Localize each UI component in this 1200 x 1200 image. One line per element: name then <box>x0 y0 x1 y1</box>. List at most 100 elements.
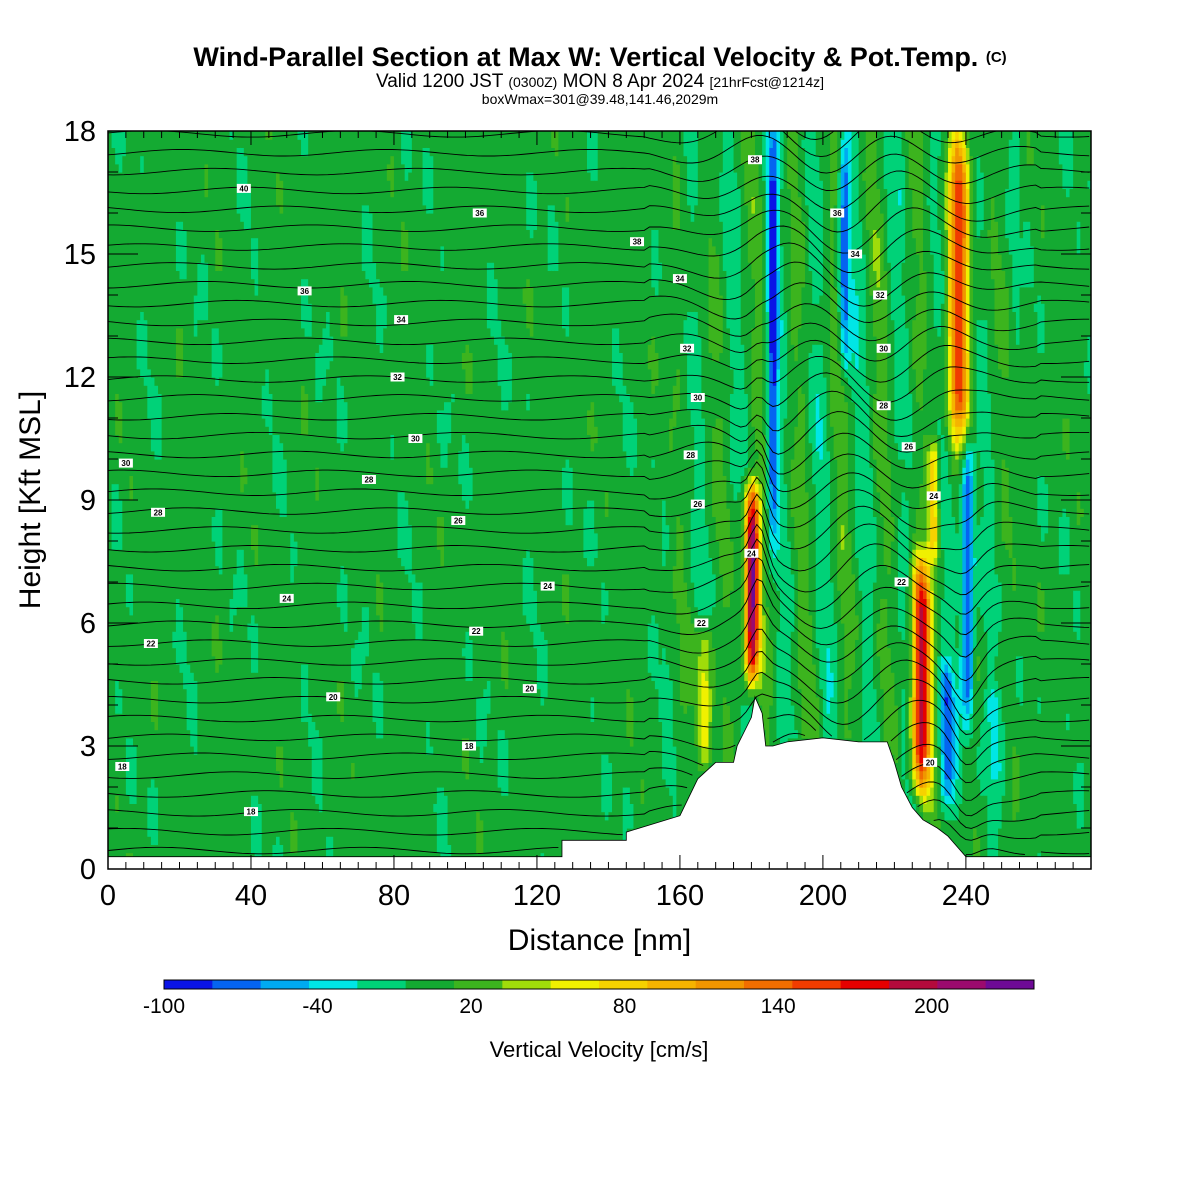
colorbar-swatch <box>502 980 552 989</box>
theta-contour-label: 24 <box>279 593 294 603</box>
theta-contour-label: 30 <box>690 393 705 403</box>
theta-contour-label-text: 32 <box>683 344 692 353</box>
theta-contour-label-text: 18 <box>247 808 256 817</box>
theta-contour-label-text: 24 <box>929 492 938 501</box>
colorbar-swatch <box>937 980 987 989</box>
x-tick-label: 160 <box>656 880 704 912</box>
theta-contour-label: 24 <box>540 581 555 591</box>
theta-contour-label-text: 34 <box>397 316 406 325</box>
y-tick-label: 12 <box>64 362 96 394</box>
chart-title-block: Wind-Parallel Section at Max W: Vertical… <box>0 42 1200 107</box>
theta-contour-label: 34 <box>848 249 863 259</box>
theta-contour-label-text: 38 <box>633 238 642 247</box>
theta-contour-label: 22 <box>469 626 484 636</box>
theta-contour-label-text: 22 <box>897 578 906 587</box>
theta-contour-label-text: 26 <box>454 517 463 526</box>
colorbar-frame <box>163 979 1035 990</box>
colorbar-swatch <box>889 980 938 989</box>
theta-contour-label-text: 22 <box>697 619 706 628</box>
theta-contour-label-text: 28 <box>364 476 373 485</box>
theta-contour-label: 28 <box>876 401 891 411</box>
x-tick-label: 120 <box>513 880 561 912</box>
theta-contour-label: 30 <box>876 343 891 353</box>
theta-contour-label: 32 <box>390 372 405 382</box>
y-tick-label: 9 <box>80 485 96 517</box>
chart-title-text: Wind-Parallel Section at Max W: Vertical… <box>193 42 979 72</box>
x-tick-label: 200 <box>799 880 847 912</box>
theta-contour-label-text: 24 <box>543 582 552 591</box>
theta-contour-label-text: 26 <box>904 443 913 452</box>
theta-contour-label: 34 <box>672 274 687 284</box>
theta-contour-label-text: 32 <box>876 291 885 300</box>
theta-contour-label-text: 22 <box>472 627 481 636</box>
vertical-velocity-field <box>108 131 1091 862</box>
theta-contour-label: 38 <box>630 237 645 247</box>
colorbar-tick-label: 140 <box>761 995 796 1018</box>
theta-contour-label: 22 <box>894 577 909 587</box>
theta-contour-label-text: 26 <box>693 500 702 509</box>
colorbar-swatch <box>744 980 793 989</box>
theta-contour-lines <box>108 131 1090 856</box>
theta-contour-label-text: 24 <box>282 594 291 603</box>
y-tick-label: 0 <box>80 854 96 886</box>
colorbar-tick-label: 200 <box>914 995 949 1018</box>
valid-prefix: Valid 1200 JST <box>375 71 504 92</box>
theta-contour-label: 38 <box>747 155 762 165</box>
theta-contour-labels: 40 36 38 38 36 36 34 34 34 32 32 32 30 30 30 30 28 28 28 28… <box>115 155 941 817</box>
theta-contour-label-text: 38 <box>751 156 760 165</box>
colorbar-swatch <box>164 980 213 989</box>
theta-contour-label: 30 <box>118 458 133 468</box>
y-axis-label: Height [Kft MSL] <box>14 391 47 609</box>
theta-contour-label-text: 34 <box>675 275 684 284</box>
theta-contour-label: 36 <box>830 208 845 218</box>
copyright-mark: (C) <box>985 49 1007 66</box>
theta-contour-label-text: 28 <box>154 508 163 517</box>
colorbar-swatch <box>599 980 648 989</box>
theta-contour-label: 32 <box>873 290 888 300</box>
theta-contour-label-text: 32 <box>393 373 402 382</box>
theta-contour-label: 28 <box>151 507 166 517</box>
theta-contour-label: 26 <box>690 499 705 509</box>
theta-contour-label: 24 <box>926 491 941 501</box>
colorbar-swatch <box>212 980 262 989</box>
theta-contour-label-text: 30 <box>879 344 888 353</box>
colorbar-tick-label: -40 <box>302 995 332 1018</box>
theta-contour-label: 36 <box>472 208 487 218</box>
theta-contour-label: 32 <box>680 343 695 353</box>
theta-contour-label: 22 <box>694 618 709 628</box>
theta-contour-label-text: 34 <box>851 250 860 259</box>
colorbar-tick-label: 80 <box>613 995 636 1018</box>
theta-contour-label-text: 30 <box>121 459 130 468</box>
x-axis-label: Distance [nm] <box>508 924 691 957</box>
theta-contour-label: 20 <box>326 692 341 702</box>
colorbar-swatch <box>454 980 503 989</box>
x-tick-label: 240 <box>942 880 990 912</box>
theta-contour-label: 20 <box>923 757 938 767</box>
valid-date: MON 8 Apr 2024 <box>562 71 705 92</box>
colorbar-label: Vertical Velocity [cm/s] <box>490 1037 709 1062</box>
box-wmax-info: boxWmax=301@39.48,141.46,2029m <box>481 91 719 107</box>
theta-contour-label: 26 <box>451 516 466 526</box>
theta-contour-label-text: 20 <box>329 693 338 702</box>
theta-contour-label-text: 36 <box>300 287 309 296</box>
colorbar-swatch <box>550 980 600 989</box>
theta-contour-label-text: 18 <box>465 742 474 751</box>
chart-title: Wind-Parallel Section at Max W: Vertical… <box>0 42 1200 73</box>
colorbar-tick-label: -100 <box>143 995 185 1018</box>
colorbar-tick-label: 20 <box>459 995 482 1018</box>
x-tick-label: 0 <box>100 880 116 912</box>
colorbar-swatch <box>695 980 745 989</box>
plot-area: 40 36 38 38 36 36 34 34 34 32 32 32 30 30 30 30 28 28 28 28… <box>107 131 1092 870</box>
colorbar-swatch <box>840 980 890 989</box>
y-tick-label: 15 <box>64 239 96 271</box>
theta-contour-label: 30 <box>408 434 423 444</box>
theta-contour-label: 28 <box>361 475 376 485</box>
theta-contour-label: 34 <box>394 315 409 325</box>
colorbar-swatch <box>357 980 407 989</box>
theta-contour-label: 20 <box>522 684 537 694</box>
theta-contour-label-text: 40 <box>239 184 248 193</box>
theta-contour-label-text: 20 <box>525 685 534 694</box>
colorbar-swatch <box>405 980 455 989</box>
